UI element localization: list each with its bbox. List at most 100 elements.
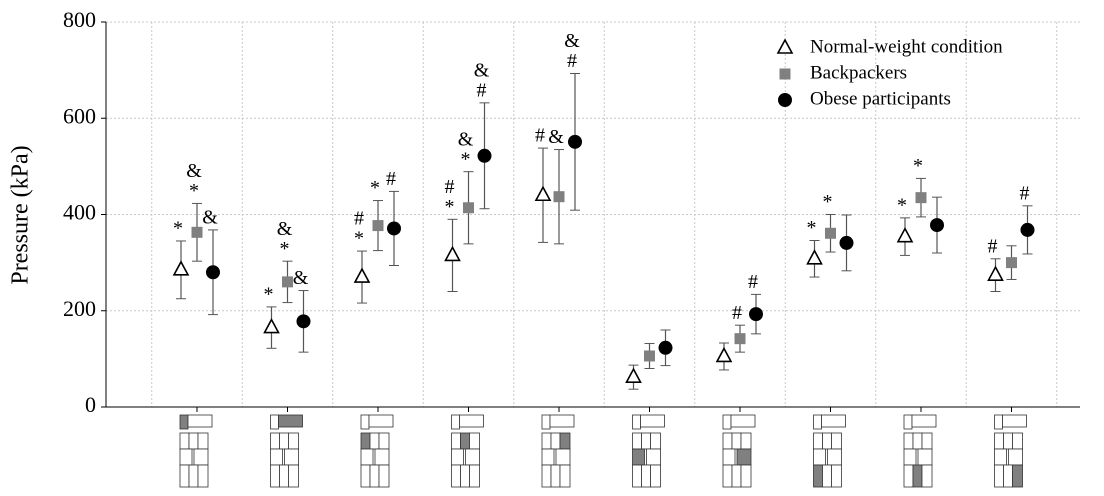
foot-region bbox=[361, 465, 370, 487]
significance-mark: * bbox=[913, 155, 923, 177]
foot-region bbox=[814, 433, 823, 449]
significance-mark: # bbox=[445, 176, 455, 198]
foot-region bbox=[732, 465, 741, 487]
foot-icon bbox=[180, 415, 212, 487]
foot-region bbox=[466, 449, 480, 465]
marker-triangle bbox=[265, 320, 279, 333]
significance-mark: * bbox=[445, 196, 455, 218]
foot-region bbox=[737, 449, 751, 465]
foot-region bbox=[723, 465, 732, 487]
foot-region bbox=[731, 415, 755, 427]
foot-region bbox=[370, 433, 379, 449]
foot-icon bbox=[723, 415, 755, 487]
foot-region bbox=[461, 433, 470, 449]
foot-region bbox=[194, 449, 208, 465]
marker-triangle bbox=[898, 229, 912, 242]
foot-region bbox=[379, 433, 389, 449]
foot-region bbox=[633, 433, 642, 449]
foot-region bbox=[904, 433, 913, 449]
foot-region bbox=[542, 449, 554, 465]
marker-triangle bbox=[446, 247, 460, 260]
foot-region bbox=[556, 449, 570, 465]
foot-region bbox=[452, 415, 460, 429]
foot-region bbox=[995, 449, 1007, 465]
foot-region bbox=[1004, 433, 1013, 449]
significance-mark: * bbox=[189, 180, 199, 202]
significance-mark: * bbox=[264, 283, 274, 305]
marker-triangle bbox=[808, 251, 822, 264]
foot-region bbox=[823, 433, 832, 449]
significance-mark: & bbox=[277, 218, 293, 240]
significance-mark: & bbox=[202, 206, 218, 228]
foot-region bbox=[1004, 465, 1013, 487]
foot-region bbox=[289, 433, 299, 449]
foot-region bbox=[651, 433, 661, 449]
significance-mark: * bbox=[461, 148, 471, 170]
foot-region bbox=[189, 465, 198, 487]
marker-circle bbox=[297, 314, 311, 328]
marker-square bbox=[735, 333, 746, 344]
marker-square bbox=[554, 191, 565, 202]
marker-square bbox=[373, 220, 384, 231]
foot-region bbox=[904, 415, 912, 429]
foot-region bbox=[460, 415, 484, 427]
foot-region bbox=[642, 465, 651, 487]
foot-region bbox=[995, 415, 1003, 429]
foot-region bbox=[995, 433, 1004, 449]
significance-mark: * bbox=[807, 217, 817, 239]
foot-region bbox=[741, 433, 751, 449]
significance-mark: # bbox=[535, 125, 545, 147]
foot-region bbox=[651, 465, 661, 487]
marker-triangle bbox=[174, 262, 188, 275]
marker-square bbox=[463, 202, 474, 213]
foot-region bbox=[732, 433, 741, 449]
significance-mark: # bbox=[732, 302, 742, 324]
foot-region bbox=[180, 465, 189, 487]
foot-region bbox=[823, 465, 832, 487]
significance-mark: & bbox=[548, 126, 564, 148]
marker-square bbox=[192, 227, 203, 238]
foot-region bbox=[542, 415, 550, 429]
foot-region bbox=[832, 465, 842, 487]
foot-region bbox=[198, 465, 208, 487]
foot-region bbox=[1009, 449, 1023, 465]
foot-region bbox=[641, 415, 665, 427]
foot-region bbox=[271, 449, 283, 465]
foot-region bbox=[369, 415, 393, 427]
foot-region bbox=[633, 449, 645, 465]
foot-region bbox=[904, 465, 913, 487]
y-tick-label: 800 bbox=[63, 7, 96, 32]
foot-region bbox=[1013, 465, 1023, 487]
foot-region bbox=[647, 449, 661, 465]
foot-region bbox=[822, 415, 846, 427]
foot-region bbox=[470, 433, 480, 449]
foot-region bbox=[723, 433, 732, 449]
foot-region bbox=[461, 465, 470, 487]
legend-label: Normal-weight condition bbox=[810, 36, 1003, 57]
foot-region bbox=[271, 415, 279, 429]
foot-region bbox=[642, 433, 651, 449]
significance-mark: # bbox=[386, 168, 396, 190]
foot-region bbox=[560, 465, 570, 487]
foot-region bbox=[285, 449, 299, 465]
foot-region bbox=[361, 433, 370, 449]
significance-mark: # bbox=[567, 50, 577, 72]
foot-region bbox=[560, 433, 570, 449]
marker-triangle bbox=[778, 40, 792, 53]
y-tick-label: 400 bbox=[63, 200, 96, 225]
foot-region bbox=[922, 465, 932, 487]
foot-region bbox=[551, 433, 560, 449]
significance-mark: # bbox=[477, 79, 487, 101]
foot-region bbox=[814, 415, 822, 429]
marker-triangle bbox=[717, 348, 731, 361]
foot-region bbox=[452, 433, 461, 449]
foot-region bbox=[279, 415, 303, 427]
marker-circle bbox=[206, 265, 220, 279]
foot-region bbox=[633, 465, 642, 487]
foot-region bbox=[904, 449, 916, 465]
legend-label: Backpackers bbox=[810, 62, 907, 83]
foot-region bbox=[379, 465, 389, 487]
significance-mark: & bbox=[458, 128, 474, 150]
foot-region bbox=[180, 449, 192, 465]
significance-mark: * bbox=[354, 228, 364, 250]
